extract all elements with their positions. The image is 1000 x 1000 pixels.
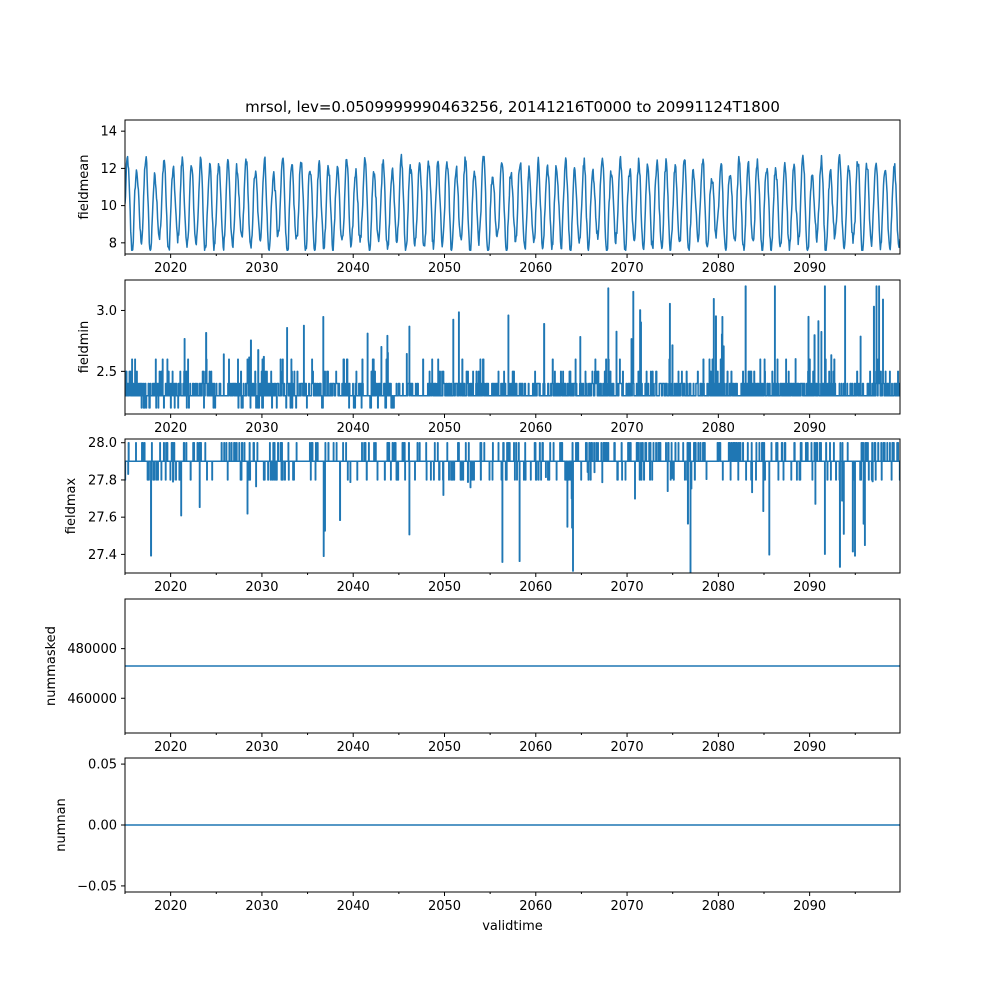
- y-tick-label: 0.00: [88, 819, 117, 834]
- y-tick-label: 27.4: [88, 548, 117, 563]
- x-tick-label: 2050: [428, 261, 461, 276]
- x-tick-label: 2080: [702, 421, 735, 436]
- x-tick-label: 2060: [519, 740, 552, 755]
- x-tick-label: 2060: [519, 899, 552, 914]
- y-axis-label: fieldmin: [77, 321, 92, 374]
- x-tick-label: 2080: [702, 261, 735, 276]
- x-tick-label: 2080: [702, 740, 735, 755]
- x-tick-label: 2030: [245, 580, 278, 595]
- subplot-fieldmin: 2020 2030 2040 2050 2060 2070 2080 2090 2.5 3.0 fi…: [77, 279, 901, 436]
- x-tick-label: 2020: [154, 421, 187, 436]
- x-tick-label: 2070: [611, 261, 644, 276]
- x-tick-label: 2020: [154, 580, 187, 595]
- x-tick-label: 2050: [428, 421, 461, 436]
- series-line-fieldmean: [125, 153, 900, 252]
- x-axis-label: validtime: [482, 919, 543, 934]
- x-tick-label: 2030: [245, 261, 278, 276]
- y-tick-label: 2.5: [96, 365, 117, 380]
- x-tick-label: 2020: [154, 899, 187, 914]
- x-tick-label: 2020: [154, 261, 187, 276]
- subplot-fieldmean: 2020 2030 2040 2050 2060 2070 2080 2090 8 10 12 14 f…: [77, 98, 901, 276]
- y-tick-label: 0.05: [88, 758, 117, 773]
- series-line-fieldmax: [125, 441, 900, 573]
- x-tick-label: 2030: [245, 421, 278, 436]
- x-tick-label: 2070: [611, 899, 644, 914]
- x-tick-label: 2020: [154, 740, 187, 755]
- y-tick-label: 3.0: [96, 304, 117, 319]
- y-tick-label: 27.8: [88, 473, 117, 488]
- x-tick-label: 2050: [428, 740, 461, 755]
- y-axis-label: fieldmax: [64, 478, 79, 535]
- subplots: 2020 2030 2040 2050 2060 2070 2080 2090 8 10 12 14 f…: [44, 98, 901, 934]
- y-tick-label: 27.6: [88, 511, 117, 526]
- y-tick-label: 10: [100, 199, 117, 214]
- x-tick-label: 2090: [793, 261, 826, 276]
- axes-frame: [124, 598, 901, 734]
- subplot-nummasked: 2020 2030 2040 2050 2060 2070 2080 2090 460000 48…: [44, 598, 901, 755]
- y-tick-label: 14: [100, 125, 117, 140]
- x-tick-label: 2040: [337, 899, 370, 914]
- subplot-fieldmax: 2020 2030 2040 2050 2060 2070 2080 2090 27.4 27.6…: [64, 436, 901, 595]
- series-line-fieldmin: [125, 285, 900, 409]
- axes-frame: [124, 279, 901, 415]
- x-tick-label: 2050: [428, 899, 461, 914]
- x-tick-label: 2040: [337, 421, 370, 436]
- x-tick-label: 2040: [337, 261, 370, 276]
- x-tick-label: 2070: [611, 740, 644, 755]
- y-axis-label: nummasked: [44, 626, 59, 706]
- x-tick-label: 2060: [519, 261, 552, 276]
- x-tick-label: 2070: [611, 580, 644, 595]
- y-tick-label: 28.0: [88, 436, 117, 451]
- x-tick-label: 2090: [793, 740, 826, 755]
- y-tick-label: 8: [109, 236, 117, 251]
- x-tick-label: 2090: [793, 580, 826, 595]
- x-tick-label: 2040: [337, 580, 370, 595]
- x-tick-label: 2060: [519, 580, 552, 595]
- x-tick-label: 2030: [245, 740, 278, 755]
- x-tick-label: 2070: [611, 421, 644, 436]
- x-tick-label: 2040: [337, 740, 370, 755]
- x-tick-label: 2060: [519, 421, 552, 436]
- x-tick-label: 2090: [793, 899, 826, 914]
- axes-frame: [124, 119, 901, 255]
- y-tick-label: 12: [100, 162, 117, 177]
- y-axis-label: fieldmean: [77, 155, 92, 220]
- x-tick-label: 2090: [793, 421, 826, 436]
- subplot-numnan: 2020 2030 2040 2050 2060 2070 2080 2090 −0.05 0.0…: [54, 757, 901, 934]
- x-tick-label: 2050: [428, 580, 461, 595]
- x-tick-label: 2030: [245, 899, 278, 914]
- y-tick-label: −0.05: [77, 879, 117, 894]
- x-tick-label: 2080: [702, 580, 735, 595]
- y-tick-label: 480000: [67, 642, 117, 657]
- y-axis-label: numnan: [54, 798, 69, 852]
- axes-frame: [124, 438, 901, 574]
- x-tick-label: 2080: [702, 899, 735, 914]
- y-tick-label: 460000: [67, 692, 117, 707]
- chart-title: mrsol, lev=0.0509999990463256, 20141216T…: [245, 98, 780, 116]
